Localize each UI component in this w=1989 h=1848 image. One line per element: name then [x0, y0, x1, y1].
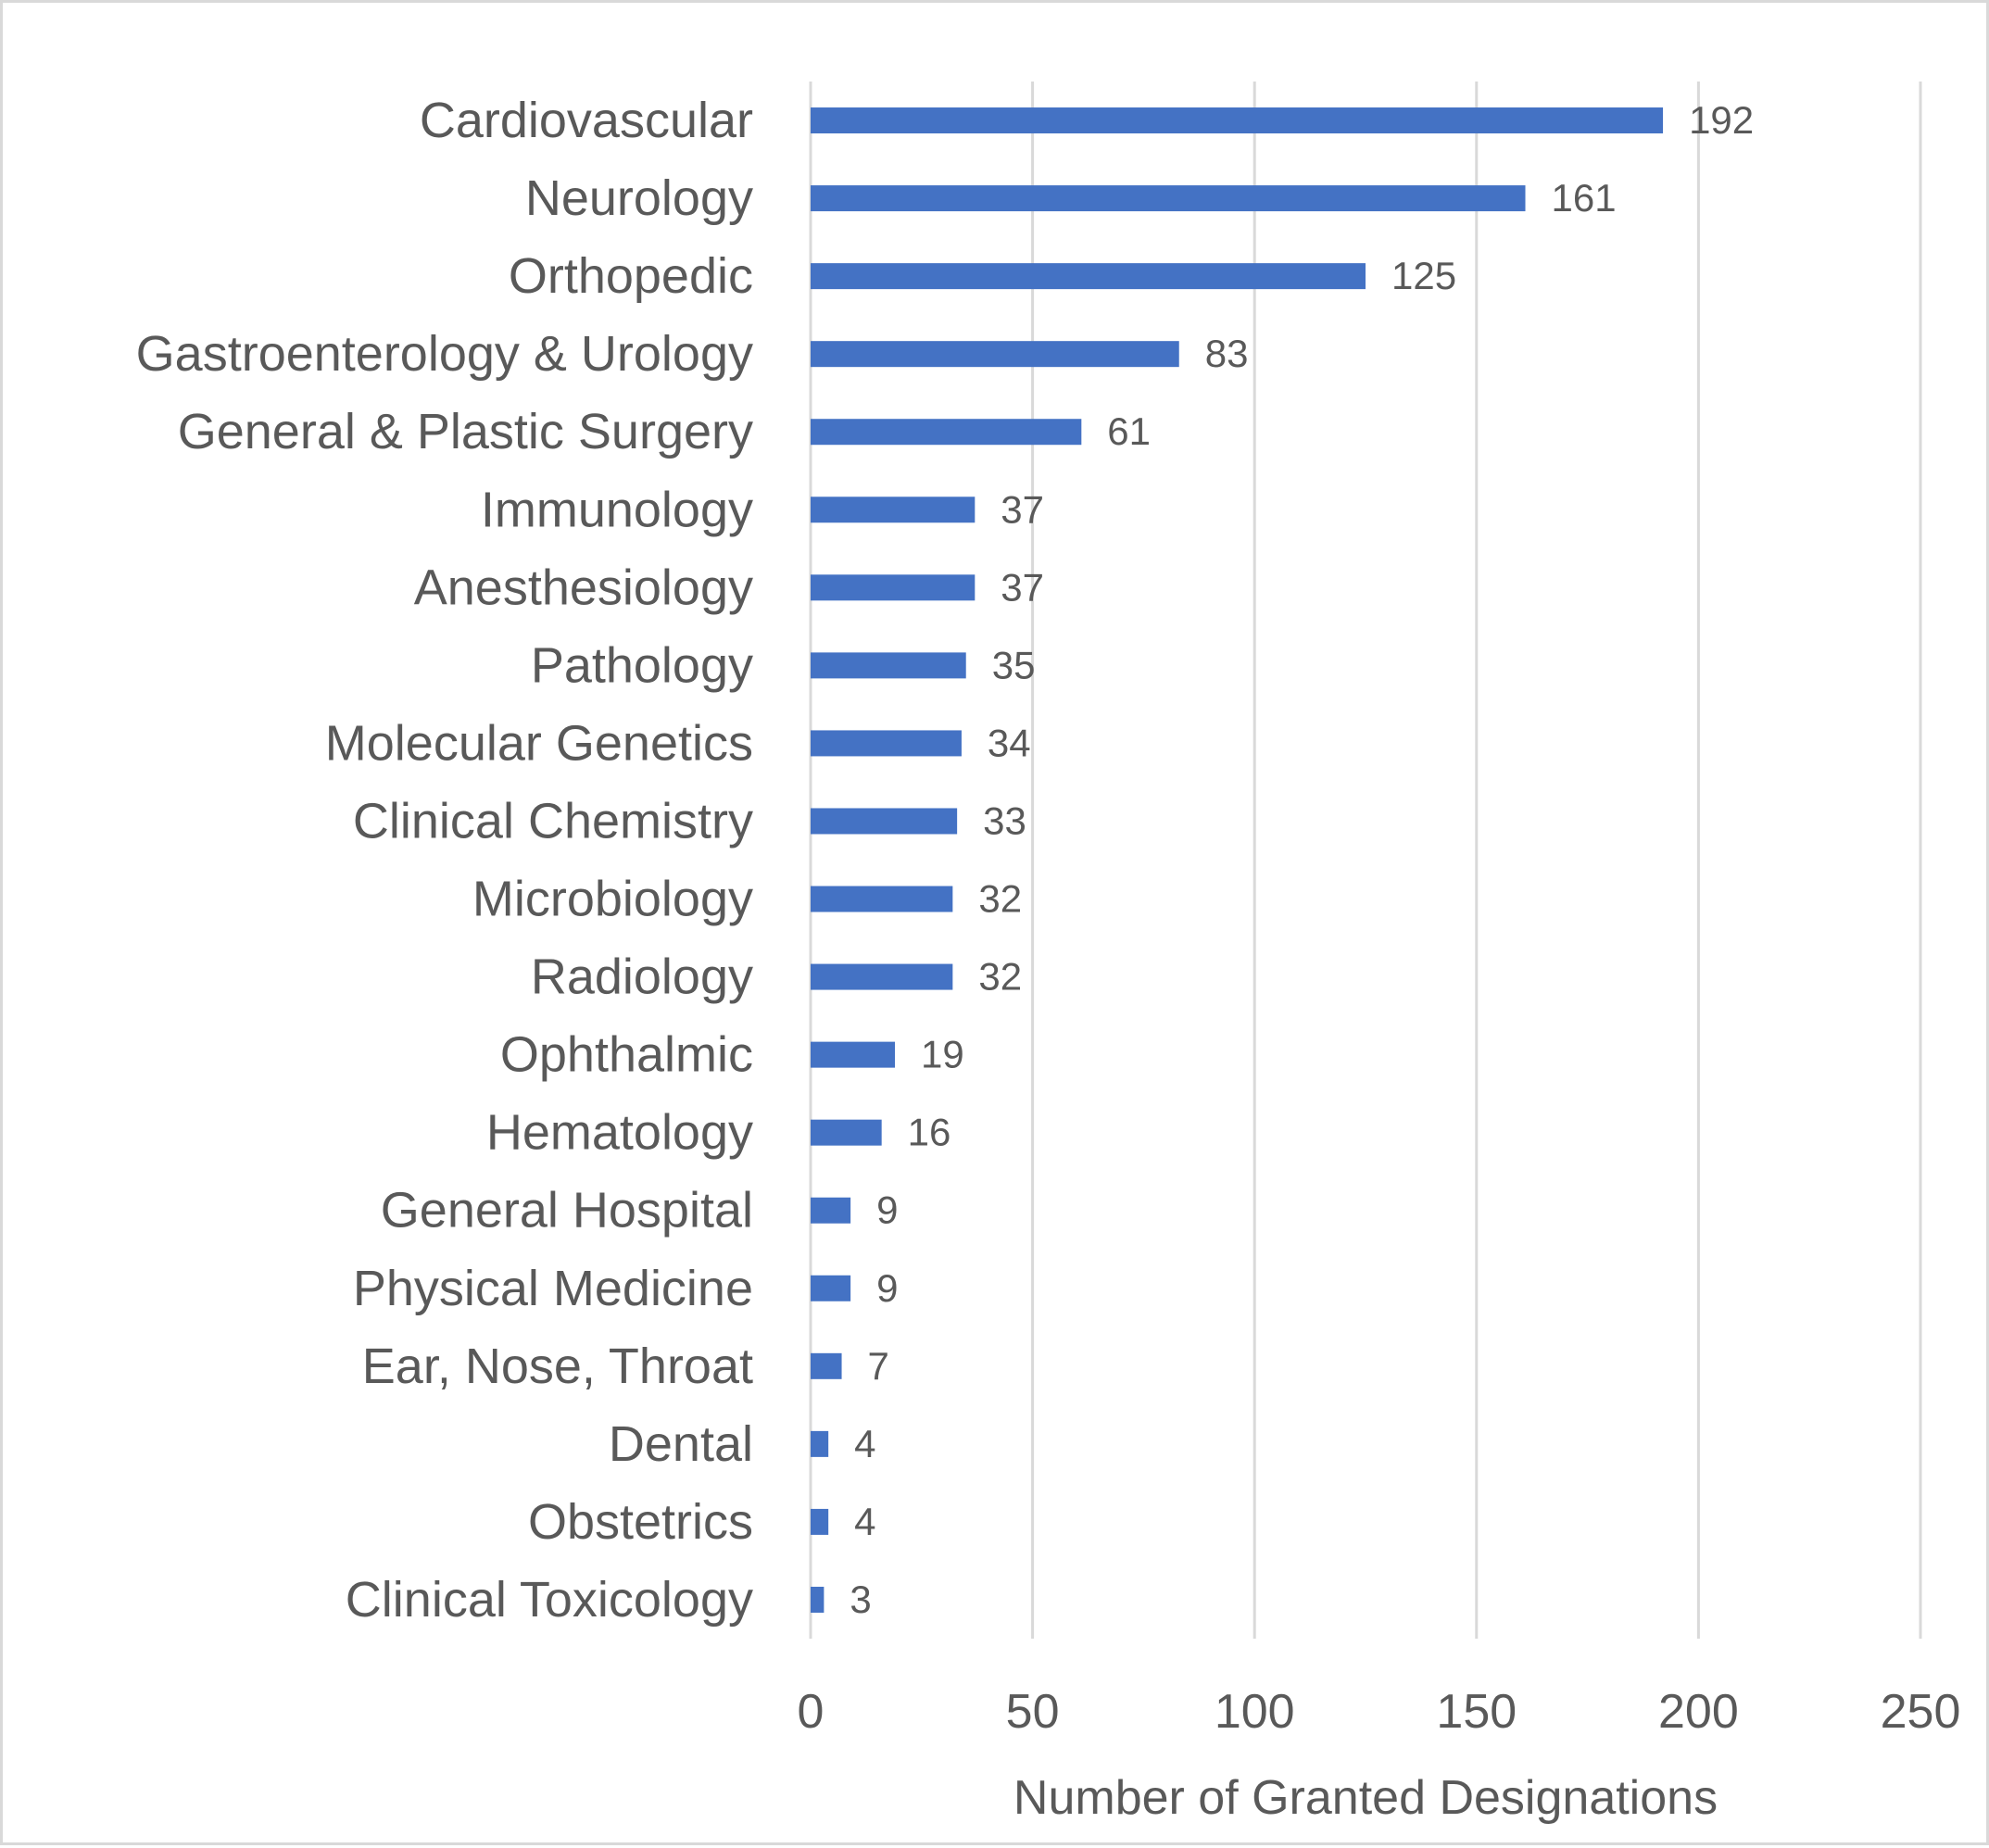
bar — [811, 263, 1366, 290]
data-label: 4 — [854, 1422, 875, 1465]
x-tick-label: 50 — [1006, 1685, 1060, 1739]
category-label: Ear, Nose, Throat — [362, 1339, 753, 1394]
data-label: 4 — [854, 1500, 875, 1543]
data-label: 35 — [992, 643, 1036, 686]
x-axis-title: Number of Granted Designations — [1013, 1771, 1718, 1825]
category-label: Obstetrics — [528, 1494, 753, 1550]
bar — [811, 1508, 829, 1535]
category-label: Molecular Genetics — [325, 715, 753, 771]
data-label: 32 — [978, 877, 1022, 921]
data-label: 61 — [1107, 409, 1151, 453]
category-label: Anesthesiology — [414, 559, 753, 615]
category-label: Cardiovascular — [420, 93, 753, 148]
x-tick-label: 0 — [798, 1685, 825, 1739]
category-labels: Cardiovascular Neurology Orthopedic Gastroe… — [136, 93, 753, 1628]
bar — [811, 497, 976, 523]
category-label: Dental — [609, 1416, 753, 1472]
category-label: Immunology — [481, 482, 753, 537]
category-label: Gastroenterology & Urology — [136, 326, 753, 382]
bar — [811, 1197, 851, 1224]
category-label: Physical Medicine — [353, 1261, 753, 1316]
category-label: Pathology — [531, 637, 753, 693]
bar — [811, 1586, 825, 1613]
data-label: 3 — [850, 1578, 871, 1621]
bar — [811, 808, 958, 835]
data-label: 16 — [908, 1111, 951, 1154]
bars — [811, 107, 1664, 1613]
bar — [811, 1430, 829, 1457]
data-label: 9 — [876, 1266, 898, 1310]
category-label: Microbiology — [472, 872, 753, 927]
bar — [811, 341, 1179, 368]
data-label: 19 — [921, 1033, 964, 1076]
x-tick-labels: 0 50 100 150 200 250 — [798, 1685, 1961, 1739]
bar — [811, 574, 976, 601]
bar — [811, 419, 1082, 446]
category-label: General & Plastic Surgery — [178, 404, 753, 459]
bar — [811, 963, 953, 990]
bar — [811, 730, 962, 757]
bar — [811, 1275, 851, 1301]
data-label: 83 — [1205, 332, 1249, 375]
bar — [811, 652, 966, 679]
data-label: 125 — [1391, 254, 1456, 297]
bar — [811, 886, 953, 912]
category-label: Ophthalmic — [500, 1027, 753, 1083]
bar — [811, 1352, 842, 1379]
data-label: 37 — [1001, 487, 1044, 531]
data-label: 161 — [1552, 176, 1617, 220]
data-label: 37 — [1001, 565, 1044, 609]
gridlines — [809, 82, 1922, 1639]
bar — [811, 185, 1526, 212]
data-label: 34 — [988, 721, 1031, 764]
category-label: General Hospital — [381, 1183, 753, 1238]
x-tick-label: 100 — [1215, 1685, 1295, 1739]
data-label: 9 — [876, 1188, 898, 1232]
data-label: 7 — [868, 1344, 889, 1388]
bar — [811, 1041, 896, 1068]
data-label: 192 — [1689, 98, 1754, 142]
category-label: Clinical Toxicology — [346, 1572, 753, 1628]
bar-chart: Cardiovascular Neurology Orthopedic Gastroe… — [136, 82, 1961, 1825]
category-label: Neurology — [525, 170, 753, 226]
x-tick-label: 200 — [1658, 1685, 1739, 1739]
bar — [811, 107, 1664, 134]
bar — [811, 1119, 882, 1146]
category-label: Radiology — [531, 949, 753, 1005]
x-tick-label: 250 — [1881, 1685, 1961, 1739]
x-tick-label: 150 — [1436, 1685, 1517, 1739]
category-label: Hematology — [486, 1105, 753, 1161]
data-label: 33 — [983, 798, 1026, 842]
category-label: Orthopedic — [509, 248, 753, 304]
category-label: Clinical Chemistry — [353, 793, 753, 849]
data-label: 32 — [978, 955, 1022, 999]
